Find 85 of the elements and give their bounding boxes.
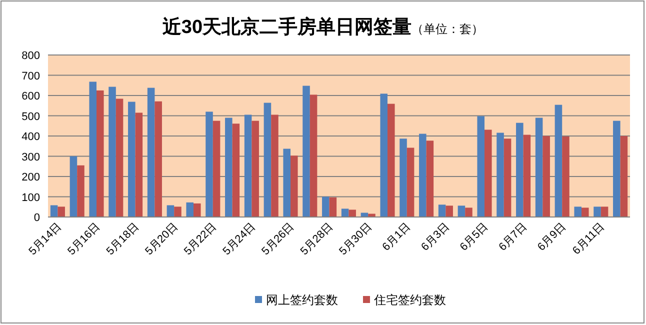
y-tick-label: 400 — [22, 131, 40, 143]
y-tick-label: 700 — [22, 70, 40, 82]
y-tick-label: 200 — [22, 172, 40, 184]
bar — [89, 82, 96, 217]
chart-subtitle: （单位：套） — [412, 22, 484, 36]
bar — [174, 206, 182, 217]
x-tick-label: 6月3日 — [419, 220, 452, 254]
bar — [252, 120, 259, 217]
bar — [232, 124, 240, 217]
bar — [290, 156, 298, 217]
x-tick-label: 5月28日 — [298, 220, 336, 258]
bar — [613, 120, 620, 217]
bar — [128, 102, 136, 217]
x-tick-label: 6月5日 — [458, 220, 491, 254]
bar — [516, 122, 524, 217]
bar — [212, 120, 220, 217]
bar — [186, 202, 194, 217]
bar — [458, 206, 466, 217]
bar — [380, 94, 388, 217]
bar — [388, 104, 395, 217]
bar — [329, 197, 337, 217]
x-tick-label: 6月11日 — [570, 220, 608, 258]
bar — [562, 136, 570, 217]
bar — [77, 165, 84, 217]
y-tick-label: 300 — [22, 151, 40, 164]
bar — [108, 86, 116, 217]
bar — [194, 203, 201, 217]
bar — [406, 148, 414, 217]
y-tick-label: 600 — [22, 90, 40, 102]
bar — [147, 88, 155, 217]
bar — [496, 132, 504, 217]
bar — [620, 136, 628, 217]
bar — [283, 148, 290, 217]
x-tick-label: 5月16日 — [66, 220, 103, 258]
bar — [582, 208, 589, 217]
bar — [554, 104, 562, 217]
bar — [535, 118, 543, 217]
x-tick-label: 5月24日 — [220, 220, 258, 258]
bar — [523, 134, 531, 217]
bar — [50, 205, 58, 217]
bar — [206, 112, 213, 217]
bar — [438, 204, 446, 217]
bar — [322, 196, 330, 217]
bar — [360, 212, 368, 217]
bar — [96, 90, 104, 217]
y-tick-label: 100 — [22, 192, 40, 204]
bar — [477, 116, 484, 217]
bar — [465, 208, 472, 217]
bar — [302, 86, 310, 217]
bar — [58, 206, 65, 217]
bar — [166, 205, 174, 217]
bar — [310, 94, 318, 217]
bar — [154, 101, 162, 217]
bar — [341, 208, 349, 217]
x-tick-label: 5月26日 — [260, 220, 297, 258]
bar — [244, 114, 252, 217]
bar — [542, 136, 550, 217]
y-tick-label: 500 — [22, 110, 40, 123]
bar — [484, 130, 492, 217]
bar — [504, 138, 512, 217]
chart-title: 近30天北京二手房单日网签量 — [161, 16, 412, 38]
x-tick-label: 6月7日 — [496, 220, 530, 254]
bar — [225, 118, 232, 217]
bar — [70, 156, 78, 217]
x-tick-label: 5月18日 — [104, 220, 142, 258]
legend-label: 住宅签约套数 — [373, 293, 446, 307]
x-tick-label: 6月9日 — [536, 220, 568, 254]
bar — [600, 206, 608, 217]
x-tick-label: 5月30日 — [337, 220, 374, 258]
bar — [419, 134, 426, 217]
x-tick-label: 6月1日 — [380, 220, 414, 254]
x-tick-label: 5月20日 — [143, 220, 180, 258]
bar — [116, 98, 124, 217]
bar — [271, 114, 278, 217]
y-tick-label: 800 — [22, 50, 40, 62]
bar — [400, 138, 407, 217]
legend-label: 网上签约套数 — [266, 293, 338, 307]
bar — [348, 210, 356, 217]
bar — [426, 140, 434, 217]
bar — [446, 206, 453, 217]
x-tick-label: 5月22日 — [182, 220, 220, 258]
bar — [264, 102, 272, 217]
bar — [135, 112, 143, 217]
bar — [574, 206, 582, 217]
bar — [594, 206, 601, 217]
